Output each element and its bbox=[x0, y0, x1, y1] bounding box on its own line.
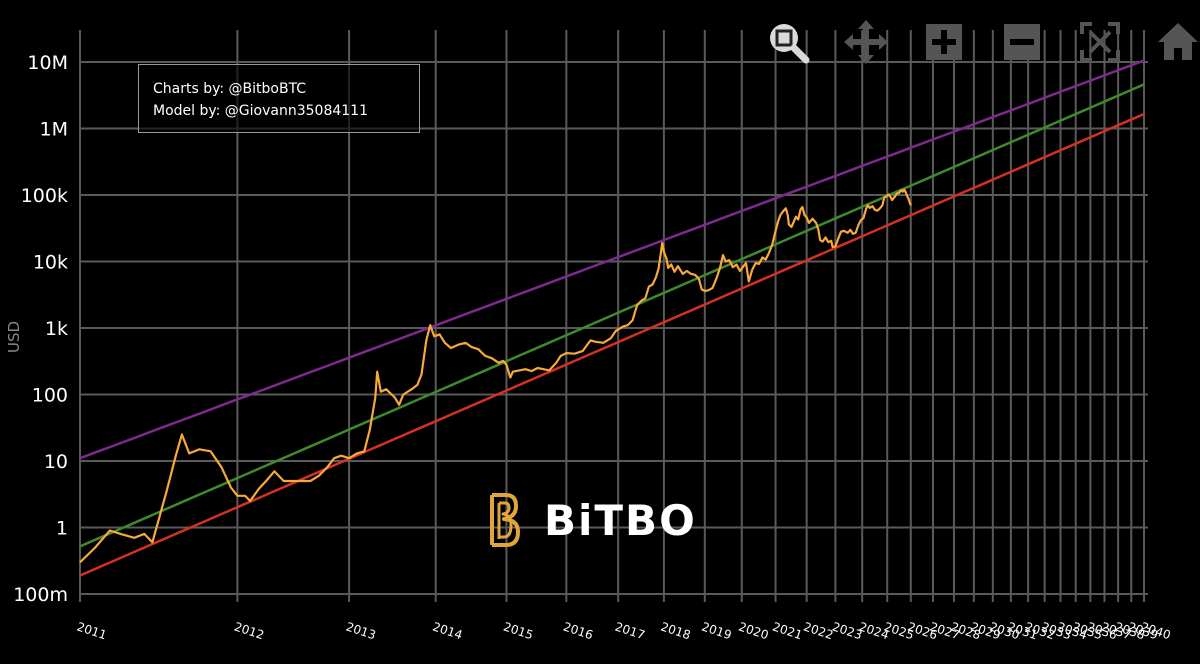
x-tick-label: 2015 bbox=[502, 620, 535, 643]
bitbo-logo-text: BiTBO bbox=[544, 495, 697, 545]
y-tick-label: 100k bbox=[21, 185, 68, 207]
zoom-button[interactable] bbox=[766, 20, 810, 64]
x-tick-label: 2013 bbox=[344, 620, 377, 643]
credits-model-by: Model by: @Giovann35084111 bbox=[153, 103, 368, 119]
x-tick-label: 2014 bbox=[431, 620, 464, 643]
price-line bbox=[79, 188, 912, 564]
x-tick-label: 2018 bbox=[659, 620, 692, 643]
zoom-out-icon bbox=[1004, 24, 1040, 60]
bitbo-logo-mark-icon bbox=[490, 493, 520, 547]
zoom-in-button[interactable] bbox=[922, 20, 966, 64]
bitbo-logo: BiTBO bbox=[484, 489, 697, 551]
credits-charts-by: Charts by: @BitboBTC bbox=[153, 81, 307, 97]
zoom-icon bbox=[770, 24, 810, 64]
y-tick-label: 1k bbox=[45, 318, 68, 340]
credits-box: Charts by: @BitboBTC Model by: @Giovann3… bbox=[138, 64, 420, 133]
fair-value-line bbox=[79, 83, 1145, 548]
zoom-in-icon bbox=[926, 24, 962, 60]
y-axis-ticks: 100m 1 10 100 1k 10k 100k 1M 10M bbox=[13, 52, 68, 606]
y-tick-label: 10M bbox=[27, 52, 68, 74]
chart-modebar bbox=[766, 20, 1200, 64]
y-tick-label: 100m bbox=[13, 584, 68, 606]
pan-icon bbox=[844, 20, 888, 64]
x-tick-label: 2021 bbox=[771, 620, 804, 643]
y-tick-label: 1M bbox=[40, 119, 68, 141]
lower-band-line bbox=[79, 112, 1145, 577]
y-tick-label: 100 bbox=[32, 385, 68, 407]
series-layer bbox=[79, 59, 1145, 577]
x-tick-label: 2011 bbox=[75, 620, 108, 643]
home-icon bbox=[1158, 23, 1198, 60]
y-axis-label: USD bbox=[5, 321, 23, 353]
x-axis-ticks: 2011 2012 2013 2014 2015 2016 2017 2018 2019 2020… bbox=[75, 620, 1172, 643]
zoom-out-button[interactable] bbox=[1000, 20, 1044, 64]
y-tick-label: 10k bbox=[33, 252, 68, 274]
x-tick-label: 2017 bbox=[613, 620, 646, 643]
x-tick-label: 2012 bbox=[232, 620, 265, 643]
x-tick-label: 2019 bbox=[700, 620, 733, 643]
x-tick-label: 2020 bbox=[737, 620, 770, 643]
upper-band-line bbox=[79, 59, 1145, 460]
autoscale-icon bbox=[1080, 22, 1120, 62]
y-tick-label: 10 bbox=[44, 451, 68, 473]
pan-button[interactable] bbox=[844, 20, 888, 64]
x-tick-label: 2016 bbox=[561, 620, 594, 643]
autoscale-button[interactable] bbox=[1078, 20, 1122, 64]
home-button[interactable] bbox=[1156, 20, 1200, 64]
y-tick-label: 1 bbox=[56, 518, 68, 540]
